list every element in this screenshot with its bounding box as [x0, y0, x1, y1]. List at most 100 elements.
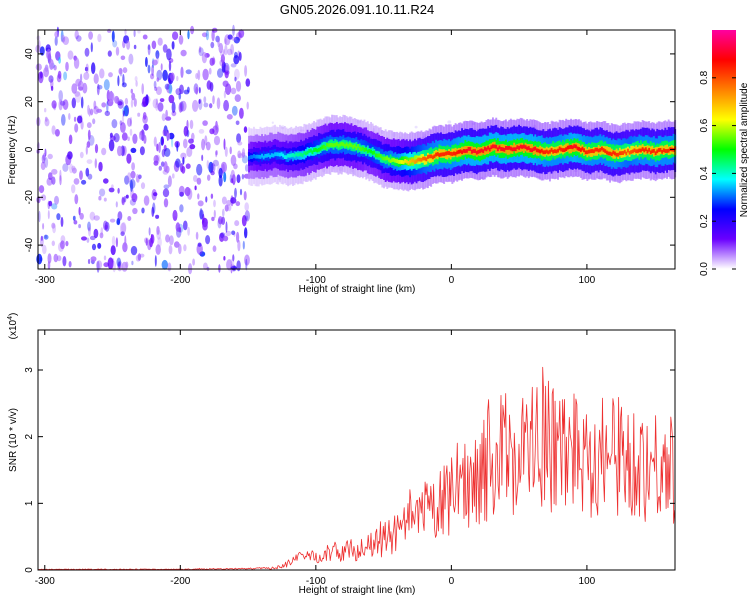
ridge-cell	[292, 153, 294, 157]
ridge-cell	[472, 149, 475, 153]
ridge-cell	[661, 149, 664, 154]
noise-blob	[209, 103, 213, 109]
noise-blob	[108, 187, 115, 193]
ridge-cell	[482, 149, 485, 154]
ridge-cell	[475, 150, 478, 155]
ridge-cell	[519, 144, 522, 149]
noise-blob	[86, 122, 92, 129]
noise-blob	[77, 115, 83, 124]
ridge-cell	[605, 146, 608, 155]
ridge-cell	[636, 149, 639, 154]
noise-blob	[206, 160, 209, 169]
ridge-cell	[389, 154, 392, 163]
noise-blob	[161, 259, 168, 270]
noise-blob	[120, 122, 126, 133]
ridge-cell	[662, 148, 665, 153]
noise-blob	[174, 241, 180, 248]
noise-blob	[123, 195, 127, 203]
ridge-cell	[389, 159, 392, 164]
ridge-cell	[651, 149, 654, 154]
noise-blob	[80, 96, 84, 109]
colorbar-label: Normalized spectral amplitude	[739, 82, 750, 217]
speckle	[271, 121, 274, 124]
ridge-cell	[461, 150, 463, 155]
ridge-cell	[279, 152, 281, 157]
noise-blob	[116, 220, 121, 226]
ridge-cell	[311, 150, 314, 155]
noise-blob	[94, 143, 99, 154]
noise-blob	[189, 119, 194, 130]
ridge-cell	[545, 149, 548, 154]
ridge-cell	[490, 145, 493, 150]
noise-blob	[71, 184, 76, 194]
noise-blob	[114, 95, 120, 104]
noise-blob	[237, 141, 243, 146]
noise-blob	[156, 143, 159, 152]
noise-blob	[109, 135, 116, 141]
x-tick-label: -100	[306, 275, 326, 286]
noise-blob	[245, 78, 251, 87]
noise-blob	[121, 196, 125, 204]
noise-blob	[223, 49, 225, 55]
ridge-cell	[269, 150, 272, 159]
ridge-cell	[435, 152, 437, 157]
noise-blob	[131, 193, 138, 200]
snr-x-axis: -300 -200 -100 0 100	[35, 330, 596, 587]
noise-blob	[103, 178, 109, 184]
noise-blob	[108, 91, 115, 103]
y-tick-label: 3	[24, 367, 35, 373]
noise-blob	[54, 195, 59, 205]
noise-blob	[180, 152, 187, 159]
ridge-cell	[433, 154, 436, 159]
ridge-cell	[423, 156, 426, 165]
colorbar-gradient	[712, 30, 736, 269]
ridge-cell	[410, 158, 413, 163]
noise-blob	[162, 129, 166, 137]
ridge-cell	[267, 153, 270, 157]
ridge-cell	[610, 152, 613, 157]
y-tick-label: 2	[24, 433, 35, 439]
noise-blob	[50, 85, 54, 91]
noise-blob	[51, 176, 56, 185]
noise-blob	[162, 44, 168, 53]
noise-blob	[192, 99, 199, 112]
ridge-cell	[568, 144, 571, 154]
ridge-cell	[527, 146, 530, 150]
noise-blob	[48, 75, 54, 83]
noise-blob	[193, 175, 198, 182]
ridge-cell	[581, 146, 584, 151]
noise-blob	[99, 232, 104, 239]
ridge-cell	[274, 152, 276, 157]
y-tick-label: 0	[24, 567, 35, 573]
noise-blob	[218, 175, 223, 187]
noise-blob	[78, 206, 81, 216]
noise-blob	[85, 145, 88, 155]
noise-blob	[125, 261, 129, 268]
ridge-cell	[374, 153, 377, 158]
noise-blob	[131, 192, 138, 203]
noise-blob	[152, 202, 156, 214]
ridge-cell	[446, 151, 449, 155]
noise-blob	[212, 159, 219, 167]
ridge-cell	[516, 145, 519, 150]
noise-blob	[107, 50, 112, 57]
noise-blob	[198, 87, 201, 94]
noise-blob	[151, 40, 157, 50]
noise-blob	[143, 123, 149, 131]
ridge-cell	[522, 144, 525, 153]
noise-blob	[130, 99, 134, 108]
noise-blob	[130, 147, 137, 153]
noise-blob	[38, 185, 45, 194]
noise-blob	[68, 261, 72, 268]
noise-blob	[99, 68, 105, 79]
noise-blob	[115, 237, 118, 248]
noise-blob	[131, 162, 136, 171]
noise-blob	[178, 185, 185, 196]
noise-blob	[198, 129, 205, 134]
noise-blob	[120, 55, 126, 61]
ridge-cell	[404, 159, 407, 163]
noise-blob	[65, 61, 69, 72]
ridge-cell	[609, 151, 611, 156]
ridge-cell	[446, 150, 449, 160]
noise-blob	[51, 222, 56, 229]
